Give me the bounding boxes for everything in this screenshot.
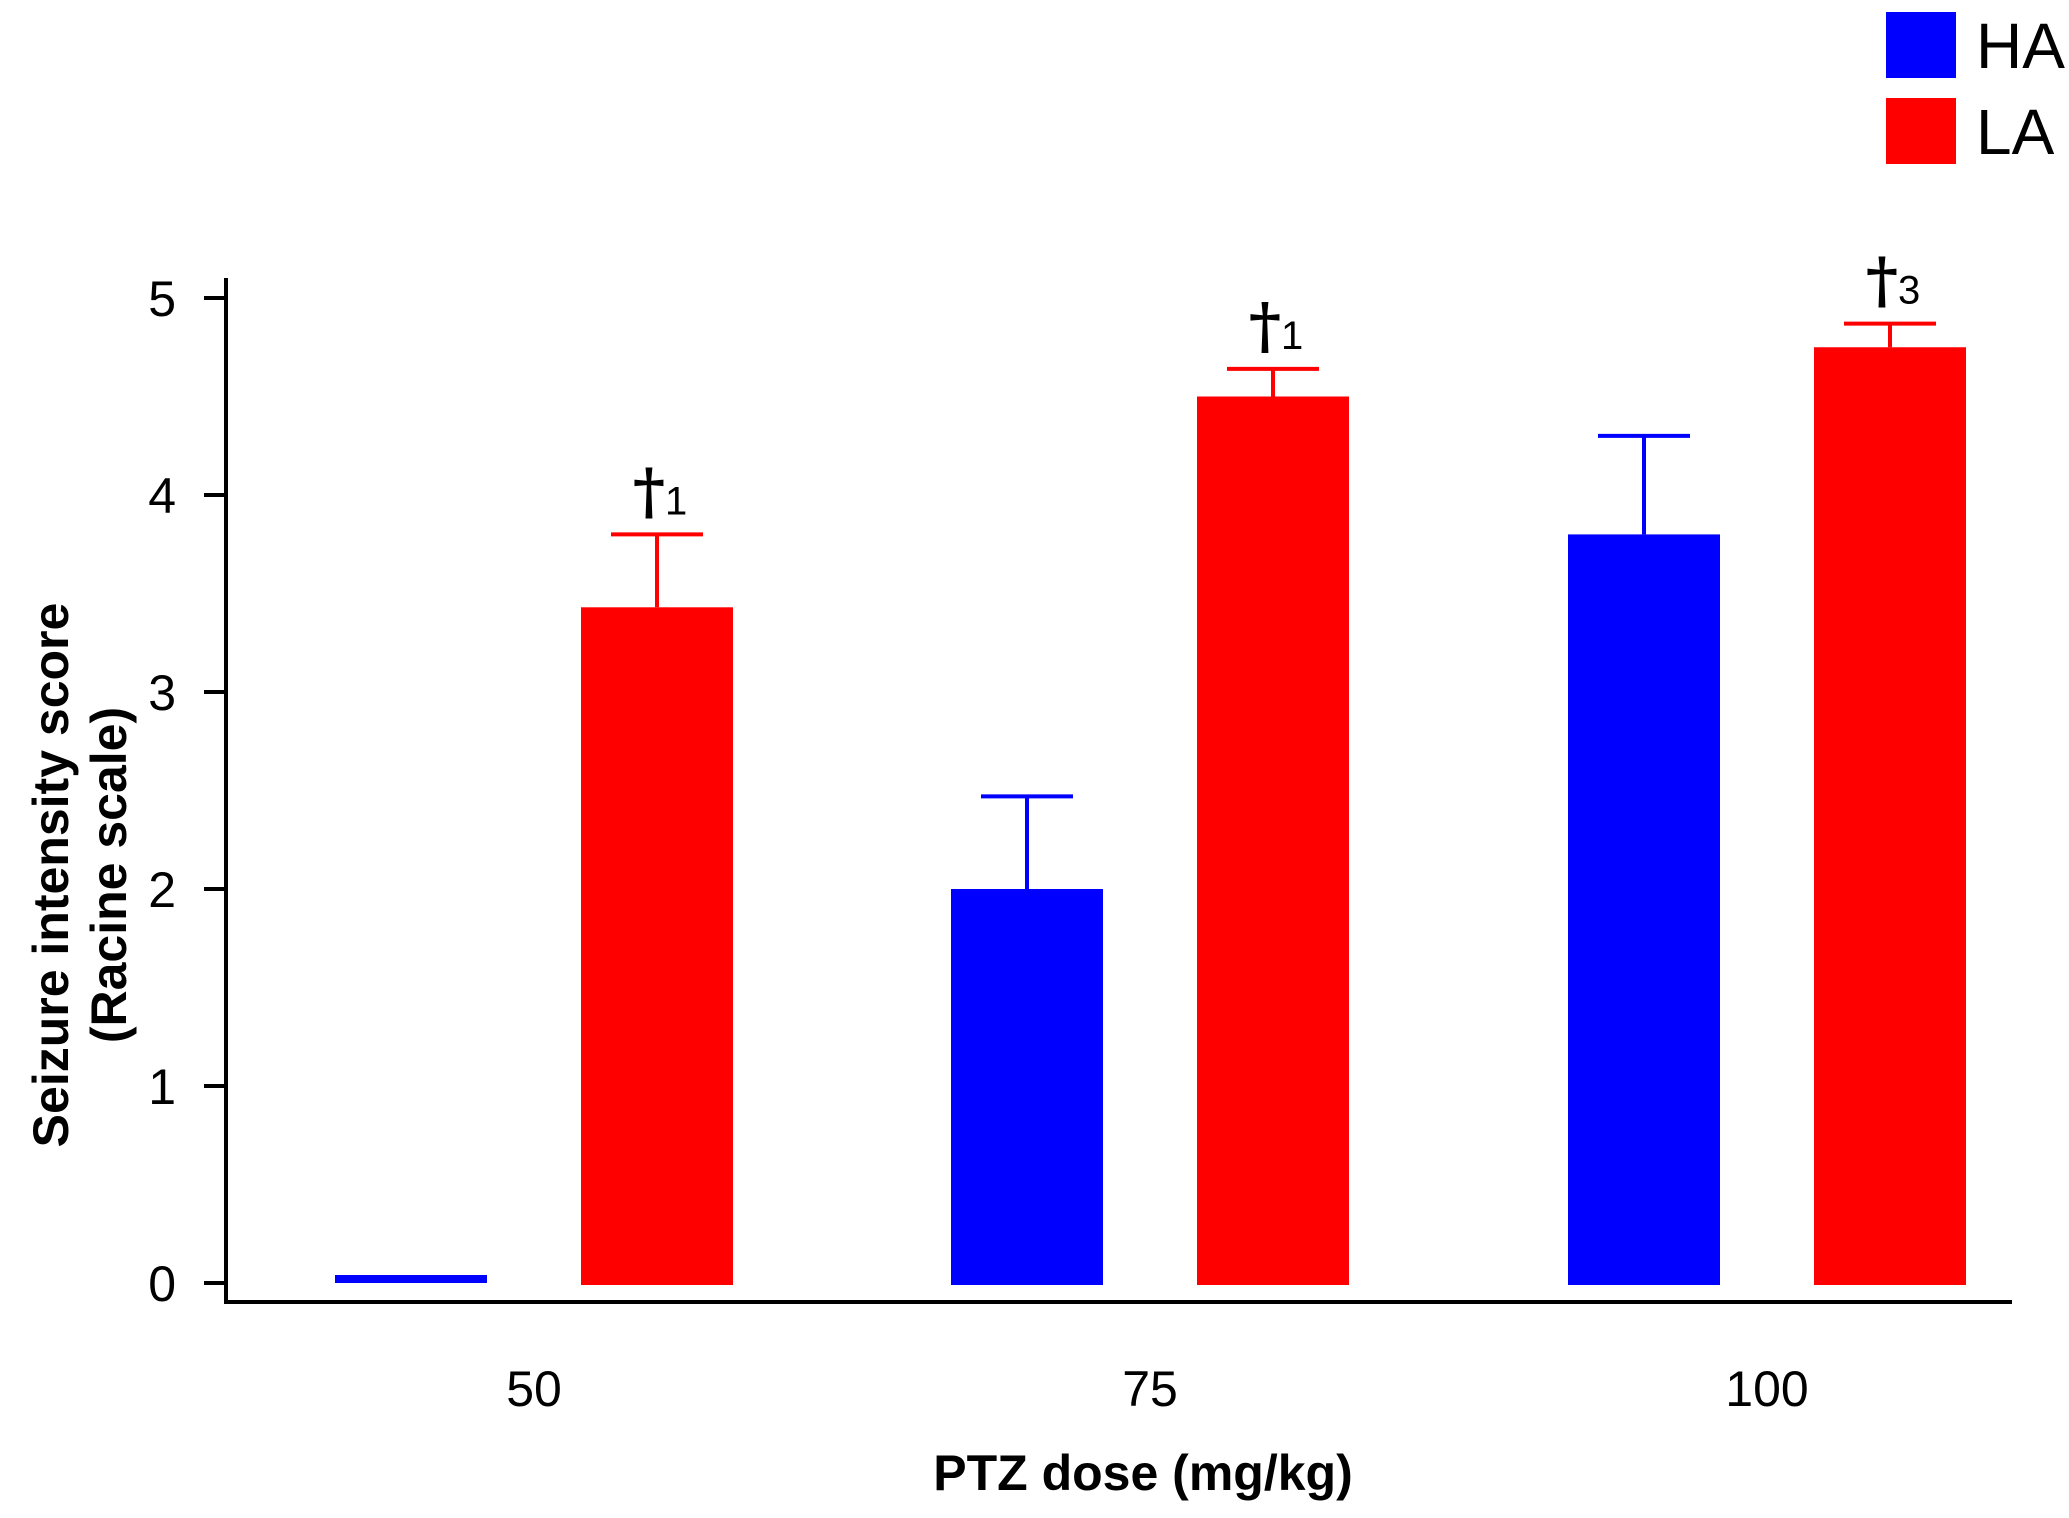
x-axis-title: PTZ dose (mg/kg) bbox=[933, 1445, 1352, 1501]
bars-layer bbox=[335, 321, 1966, 1285]
y-axis-title: Seizure intensity score bbox=[23, 603, 79, 1148]
legend-swatch-ha bbox=[1886, 12, 1956, 78]
dagger-symbol: † bbox=[1249, 289, 1281, 362]
y-axis-title-group: Seizure intensity score (Racine scale) bbox=[23, 603, 137, 1148]
x-tick-label: 75 bbox=[1122, 1361, 1178, 1417]
y-tick-label: 1 bbox=[148, 1059, 176, 1115]
y-tick-label: 0 bbox=[148, 1256, 176, 1312]
legend-label-la: LA bbox=[1976, 96, 2055, 168]
x-tick-label: 100 bbox=[1725, 1361, 1808, 1417]
bar-la-50 bbox=[581, 607, 733, 1285]
significance-annotations: † 1† 1† 3 bbox=[633, 244, 1920, 528]
y-tick-label: 2 bbox=[148, 862, 176, 918]
y-tick-label: 5 bbox=[148, 271, 176, 327]
x-tick-label: 50 bbox=[506, 1361, 562, 1417]
dagger-subscript: 1 bbox=[1281, 314, 1303, 358]
dagger-subscript: 1 bbox=[665, 479, 687, 523]
y-tick-label: 4 bbox=[148, 468, 176, 524]
legend: HA LA bbox=[1886, 10, 2065, 168]
axes-layer bbox=[224, 278, 2012, 1304]
legend-label-ha: HA bbox=[1976, 10, 2065, 82]
bar-la-75 bbox=[1197, 396, 1349, 1285]
y-tick-label: 3 bbox=[148, 665, 176, 721]
y-ticks: 0 1 2 3 4 5 bbox=[148, 271, 226, 1312]
y-axis-title-line2: (Racine scale) bbox=[81, 707, 137, 1043]
legend-swatch-la bbox=[1886, 98, 1956, 164]
dagger-symbol: † bbox=[1866, 244, 1898, 317]
dagger-symbol: † bbox=[633, 454, 665, 527]
dagger-subscript: 3 bbox=[1898, 269, 1920, 313]
bar-ha-50 bbox=[335, 1275, 487, 1283]
bar-la-100 bbox=[1814, 347, 1966, 1285]
bar-ha-100 bbox=[1568, 534, 1720, 1285]
bar-ha-75 bbox=[951, 889, 1103, 1285]
x-ticks: 50 75 100 bbox=[506, 1361, 1809, 1417]
